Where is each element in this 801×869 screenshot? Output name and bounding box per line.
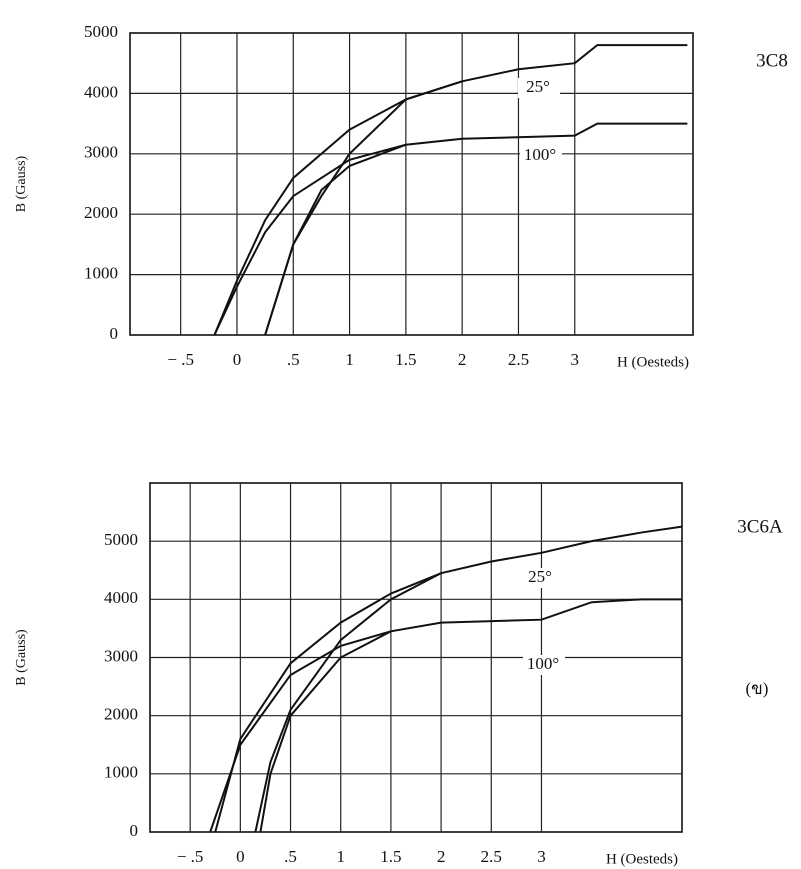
x-tick-label: 2 <box>437 847 446 866</box>
x-tick-label: 2.5 <box>481 847 502 866</box>
y-tick-label: 5000 <box>104 530 138 549</box>
y-tick-label: 0 <box>110 324 119 343</box>
plot-frame <box>130 33 693 335</box>
y-tick-label: 2000 <box>84 203 118 222</box>
curve-label: 100° <box>524 145 556 164</box>
curve <box>265 81 462 335</box>
x-tick-label: 1.5 <box>395 350 416 369</box>
curve-label: 25° <box>526 77 550 96</box>
curve <box>215 527 682 832</box>
y-tick-label: 2000 <box>104 705 138 724</box>
chart-label: 3C6A <box>737 516 783 537</box>
curve-label: 25° <box>528 567 552 586</box>
y-tick-label: 1000 <box>84 264 118 283</box>
chart-note: (ข) <box>746 679 769 698</box>
curve <box>214 124 687 335</box>
x-tick-label: 3 <box>571 350 580 369</box>
page: 010002000300040005000− .50.511.522.5325°… <box>0 0 801 869</box>
x-tick-label: 2.5 <box>508 350 529 369</box>
x-tick-label: .5 <box>287 350 300 369</box>
x-tick-label: − .5 <box>167 350 194 369</box>
x-axis-label: H (Oesteds) <box>617 354 689 370</box>
x-tick-label: 3 <box>537 847 546 866</box>
y-axis-label: B (Gauss) <box>14 155 29 212</box>
x-tick-label: − .5 <box>177 847 204 866</box>
y-tick-label: 4000 <box>104 588 138 607</box>
x-tick-label: 1.5 <box>380 847 401 866</box>
y-tick-label: 5000 <box>84 22 118 41</box>
y-tick-label: 1000 <box>104 763 138 782</box>
y-tick-label: 4000 <box>84 82 118 101</box>
curve-label: 100° <box>527 654 559 673</box>
y-tick-label: 3000 <box>84 143 118 162</box>
chart-label: 3C8 <box>756 50 788 71</box>
x-tick-label: 1 <box>336 847 345 866</box>
x-tick-label: 0 <box>236 847 245 866</box>
y-axis-label: B (Gauss) <box>14 629 29 686</box>
curve <box>214 45 687 335</box>
curve <box>255 573 441 832</box>
y-tick-label: 0 <box>130 821 139 840</box>
y-tick-label: 3000 <box>104 646 138 665</box>
x-axis-label: H (Oesteds) <box>606 851 678 867</box>
x-tick-label: 0 <box>233 350 242 369</box>
x-tick-label: .5 <box>284 847 297 866</box>
x-tick-label: 1 <box>345 350 354 369</box>
x-tick-label: 2 <box>458 350 467 369</box>
